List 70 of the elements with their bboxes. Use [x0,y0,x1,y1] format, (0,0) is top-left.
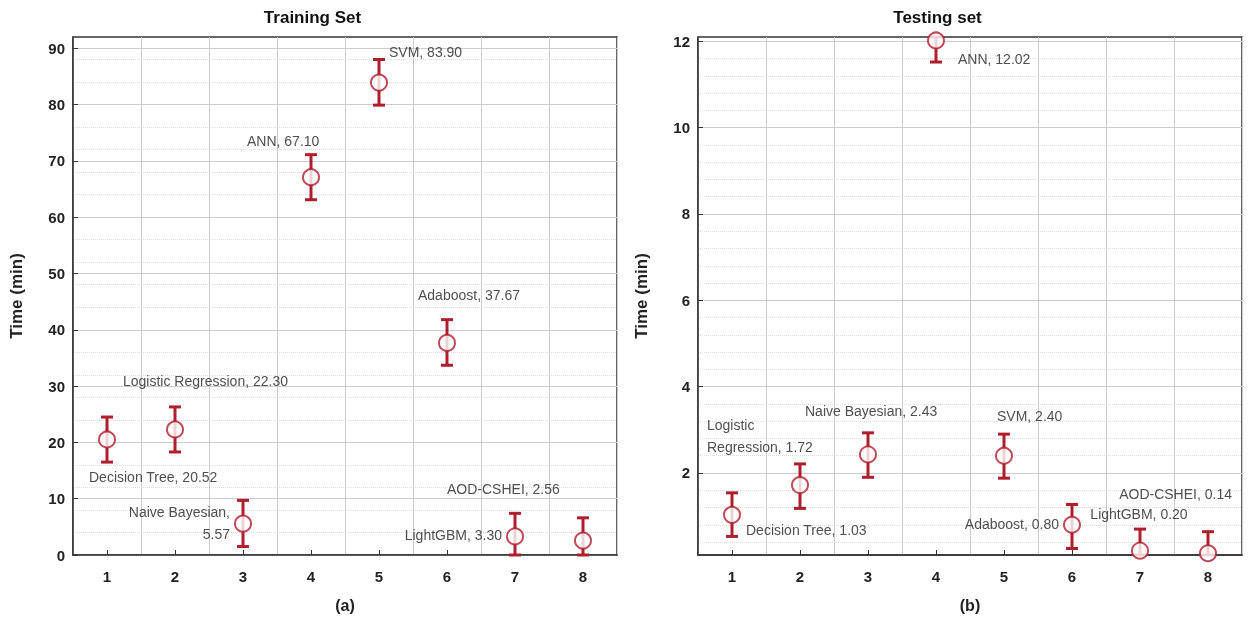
point [791,476,809,495]
data-label: AOD-CSHEI, 2.56 [447,480,561,497]
x-tick-label: 2 [795,568,805,585]
y-axis-title: Time (min) [7,253,26,339]
point [166,420,184,439]
data-label: AOD-CSHEI, 0.14 [1119,486,1233,503]
data-label: ANN, 12.02 [958,51,1031,68]
point [1131,541,1149,560]
data-label: Logistic Regression, 22.30 [123,373,289,390]
point [1063,515,1081,534]
x-tick-label: 3 [238,568,248,585]
x-tick-label: 4 [306,568,316,585]
chart-title: Training Set [263,8,362,27]
x-tick-label: 5 [999,568,1009,585]
y-tick-label: 8 [681,205,690,223]
y-tick-label: 0 [56,546,65,564]
y-tick-label: 4 [681,378,691,396]
x-tick-label: 3 [863,568,873,585]
point [1199,544,1217,563]
data-label: Decision Tree, 20.52 [89,469,218,486]
data-label: Logistic Regression, 1.72 [707,417,814,456]
y-tick-label: 90 [48,39,65,57]
data-label: LightGBM, 0.20 [1090,505,1188,522]
y-tick-label: 50 [48,264,65,282]
chart-title: Testing set [893,8,983,27]
data-label: Naive Bayesian, 5.57 [128,503,231,542]
y-tick-label: 2 [681,464,690,482]
x-tick-label: 2 [170,568,180,585]
point [927,31,945,50]
x-tick-label: 6 [1067,568,1077,585]
x-tick-label: 7 [1135,568,1145,585]
point [98,430,116,449]
data-label: SVM, 83.90 [389,43,463,60]
point [995,446,1013,465]
x-tick-label: 4 [931,568,941,585]
y-tick-label: 70 [48,152,65,170]
point [506,527,524,546]
y-tick-label: 80 [48,96,65,114]
data-label: SVM, 2.40 [997,407,1063,424]
x-tick-label: 5 [374,568,384,585]
y-tick-label: 10 [48,490,65,508]
point [438,333,456,352]
y-tick-label: 30 [48,377,65,395]
data-label: ANN, 67.10 [247,133,320,150]
y-tick-label: 20 [48,433,65,451]
y-tick-label: 10 [673,119,690,137]
data-label: LightGBM, 3.30 [404,527,503,544]
point [723,505,741,524]
x-tick-label: 1 [727,568,737,585]
y-tick-label: 6 [681,291,690,309]
x-tick-label: 1 [102,568,112,585]
x-tick-label: 6 [442,568,452,585]
point [370,73,388,92]
data-label: Naive Bayesian, 2.43 [805,403,938,420]
x-tick-label: 7 [510,568,520,585]
point [234,514,252,533]
x-tick-label: 8 [1203,568,1213,585]
data-label: Decision Tree, 1.03 [746,521,867,538]
y-tick-label: 60 [48,208,65,226]
x-tick-label: 8 [578,568,588,585]
point [859,445,877,464]
x-axis-title: (b) [959,596,981,614]
point [302,168,320,187]
y-tick-label: 40 [48,321,65,339]
y-axis-title: Time (min) [632,253,651,339]
y-tick-label: 12 [673,32,690,50]
x-axis-title: (a) [335,596,355,614]
data-label: Adaboost, 37.67 [418,286,521,303]
data-label: Adaboost, 0.80 [964,515,1060,532]
point [574,531,592,550]
